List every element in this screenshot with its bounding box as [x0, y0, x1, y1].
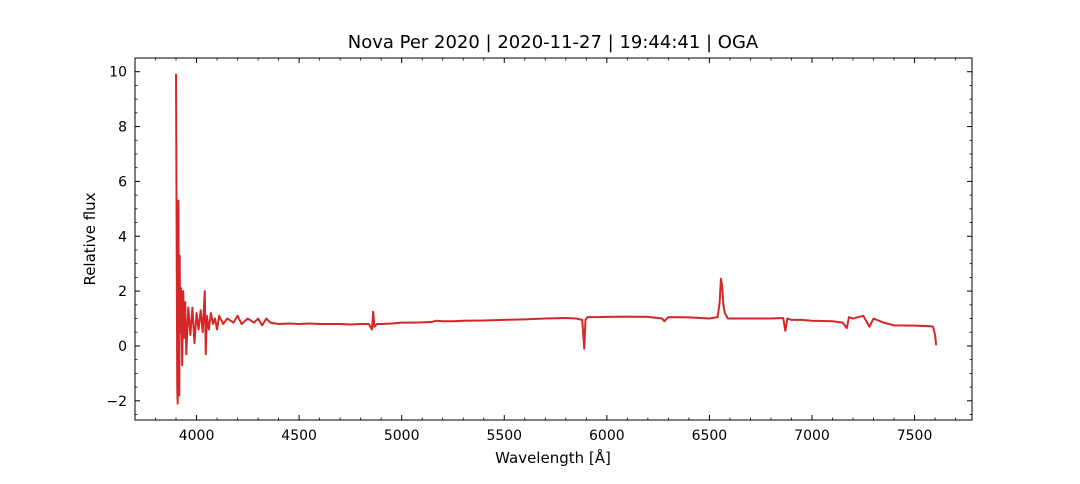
y-tick-label: 6	[118, 174, 127, 190]
spectrum-series-line	[175, 73, 938, 405]
x-tick-label: 6500	[692, 428, 728, 444]
x-tick-label: 5500	[486, 428, 522, 444]
y-tick-label: −2	[106, 394, 127, 410]
y-tick-label: 2	[118, 284, 127, 300]
plot-area	[175, 73, 938, 405]
x-tick-label: 4500	[281, 428, 317, 444]
y-axis-ticks: −2 0 2 4 6 8 10	[106, 57, 972, 415]
x-tick-label: 7000	[794, 428, 830, 444]
y-tick-label: 4	[118, 229, 127, 245]
y-tick-label: 8	[118, 120, 127, 136]
x-tick-label: 6000	[589, 428, 625, 444]
x-tick-label: 4000	[179, 428, 215, 444]
x-tick-label: 7500	[897, 428, 933, 444]
y-tick-label: 0	[118, 339, 127, 355]
y-axis-label: Relative flux	[81, 192, 99, 285]
plot-frame	[134, 57, 973, 421]
y-tick-label: 10	[109, 65, 127, 81]
x-axis-ticks: 4000 4500 5000 5500 6000 6500 7000 7500	[134, 58, 956, 444]
x-axis-label: Wavelength [Å]	[495, 448, 611, 467]
x-tick-label: 5000	[384, 428, 420, 444]
chart-title: Nova Per 2020 | 2020-11-27 | 19:44:41 | …	[348, 32, 759, 53]
